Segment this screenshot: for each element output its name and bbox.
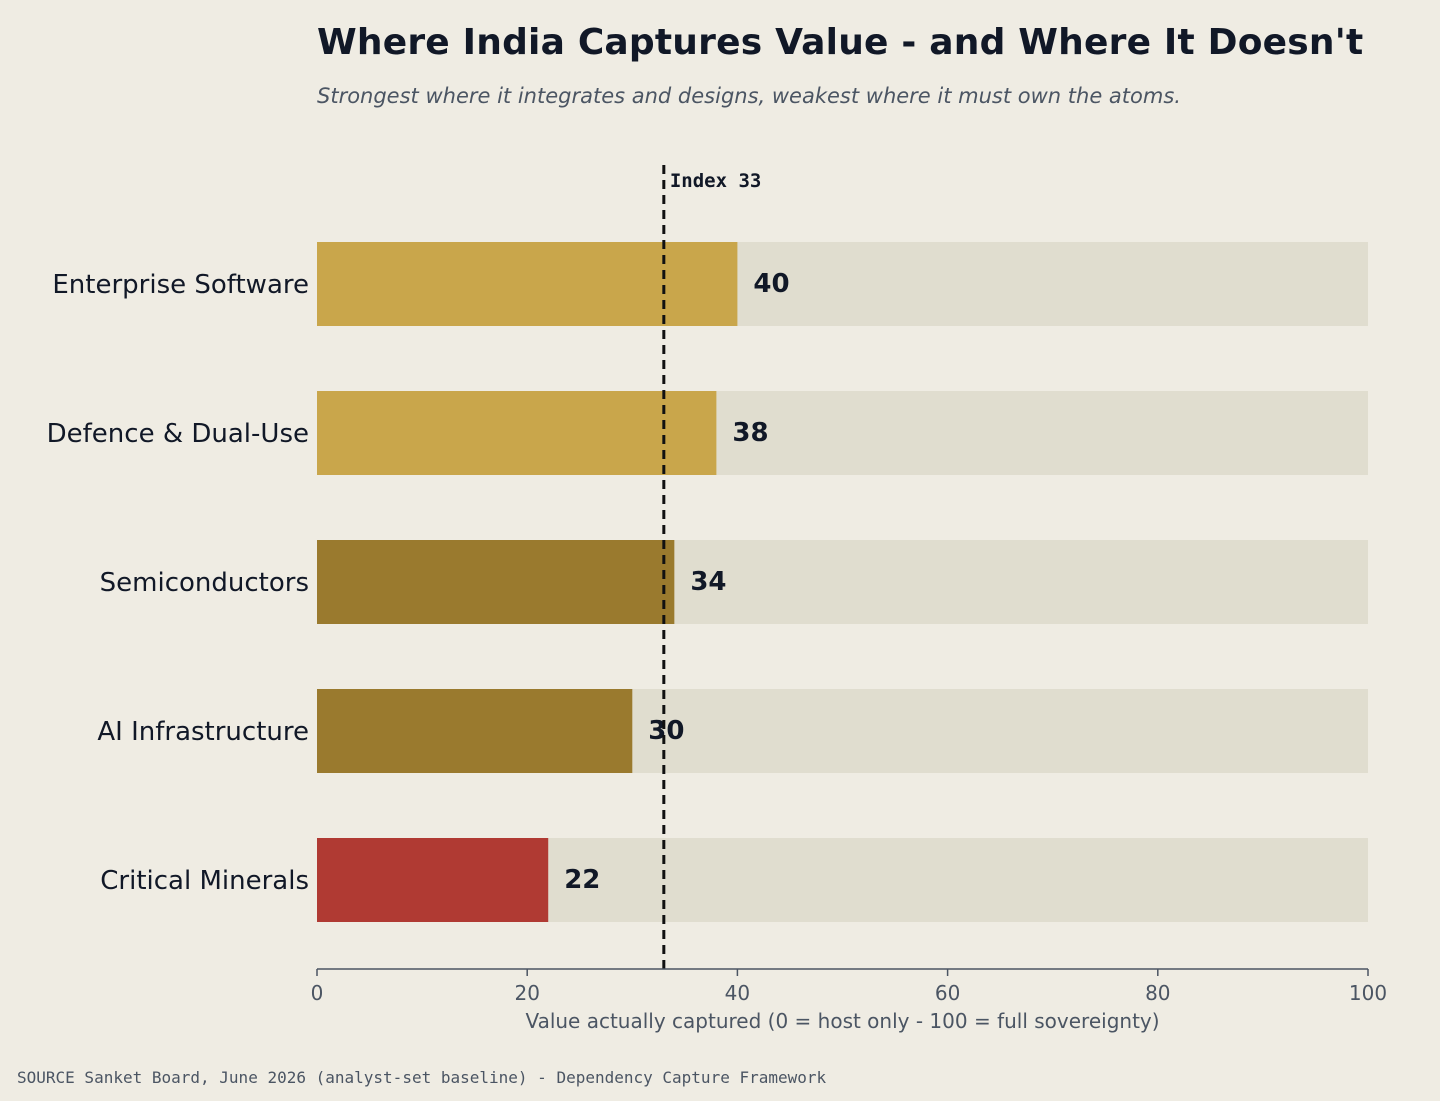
bar	[317, 391, 717, 475]
x-tick-label: 80	[1145, 981, 1170, 1005]
data-label: 34	[690, 567, 726, 597]
data-label: 40	[753, 269, 789, 299]
chart-subtitle: Strongest where it integrates and design…	[317, 84, 1181, 108]
x-tick-label: 60	[935, 981, 960, 1005]
source-note: SOURCE Sanket Board, June 2026 (analyst-…	[17, 1068, 827, 1087]
reference-line-label: Index 33	[670, 170, 762, 192]
category-label: Critical Minerals	[100, 866, 309, 896]
bar	[317, 540, 675, 624]
bar	[317, 242, 738, 326]
bar	[317, 838, 549, 922]
chart-title: Where India Captures Value - and Where I…	[317, 22, 1364, 63]
category-label: AI Infrastructure	[97, 717, 309, 747]
data-label: 30	[648, 716, 684, 746]
x-tick-label: 20	[514, 981, 539, 1005]
x-axis-label: Value actually captured (0 = host only -…	[525, 1009, 1159, 1033]
category-label: Defence & Dual-Use	[47, 419, 309, 449]
category-label: Semiconductors	[100, 568, 309, 598]
x-tick-label: 0	[311, 981, 324, 1005]
x-tick-label: 100	[1349, 981, 1387, 1005]
category-label: Enterprise Software	[52, 270, 309, 300]
data-label: 38	[732, 418, 768, 448]
bar	[317, 689, 633, 773]
x-tick-label: 40	[725, 981, 750, 1005]
data-label: 22	[564, 865, 600, 895]
